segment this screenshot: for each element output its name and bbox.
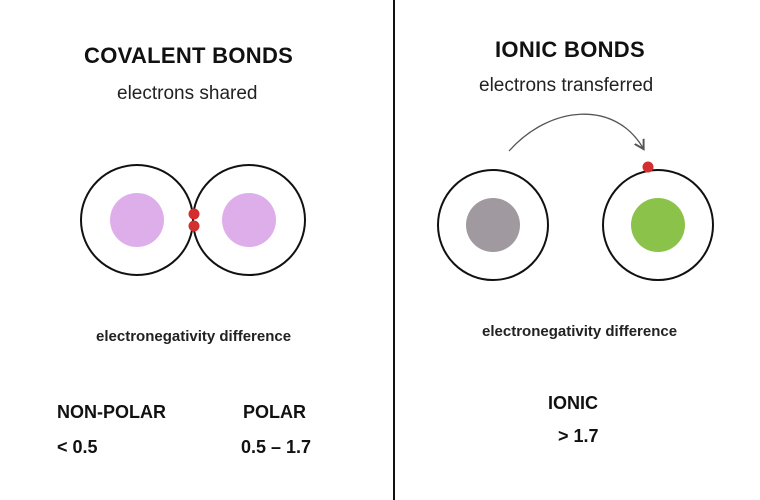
nonpolar-value: < 0.5 <box>57 437 98 457</box>
shared-electron-top <box>188 208 200 220</box>
nonpolar-category: NON-POLAR <box>57 402 166 422</box>
ionic-donor-atom-shell <box>437 169 549 281</box>
ionic-acceptor-nucleus <box>631 198 685 252</box>
ionic-title: IONIC BONDS <box>495 37 645 62</box>
ionic-subtitle: electrons transferred <box>479 75 654 96</box>
covalent-right-nucleus <box>222 193 276 247</box>
ionic-value: > 1.7 <box>558 426 599 446</box>
covalent-right-atom-shell <box>192 164 306 276</box>
ionic-acceptor-atom-shell <box>602 169 714 281</box>
panel-divider <box>393 0 395 500</box>
ionic-category: IONIC <box>548 393 599 413</box>
electron-transfer-arrow <box>508 113 643 152</box>
covalent-left-nucleus <box>110 193 164 247</box>
shared-electron-bottom <box>188 220 200 232</box>
ionic-en-label: electronegativity difference <box>482 323 678 340</box>
ionic-donor-nucleus <box>466 198 520 252</box>
covalent-title: COVALENT BONDS <box>84 43 294 68</box>
transferred-electron <box>642 161 654 173</box>
polar-value: 0.5 – 1.7 <box>241 437 312 457</box>
covalent-en-label: electronegativity difference <box>96 328 292 345</box>
polar-category: POLAR <box>243 402 306 422</box>
covalent-subtitle: electrons shared <box>117 83 258 104</box>
